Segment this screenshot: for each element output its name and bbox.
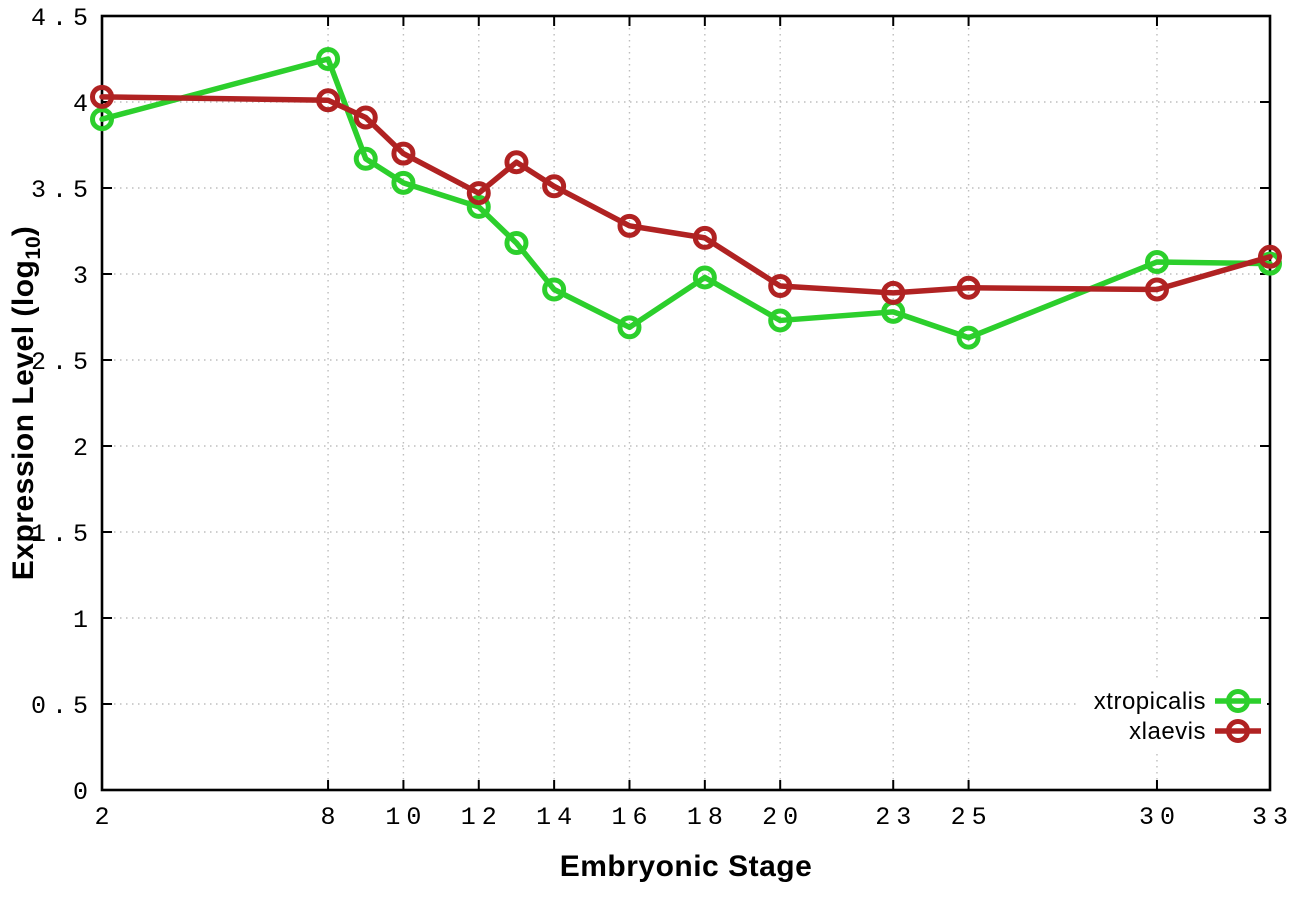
y-axis-title-subscript: 10 (22, 236, 45, 260)
data-point-xtropicalis (617, 315, 642, 340)
y-tick-label: 3.5 (31, 176, 94, 205)
y-tick-label: 0 (73, 778, 94, 807)
data-point-xlaevis (1144, 277, 1169, 302)
x-tick-label: 30 (1139, 803, 1181, 832)
data-point-xlaevis (316, 88, 341, 113)
y-tick-label: 1 (73, 606, 94, 635)
data-point-xlaevis (617, 213, 642, 238)
legend-marker-xtropicalis (1226, 689, 1250, 713)
y-axis-title-text: Expression Level (log (7, 259, 40, 581)
data-point-xlaevis (353, 105, 378, 130)
data-point-xlaevis (391, 141, 416, 166)
x-tick-label: 14 (536, 803, 578, 832)
x-tick-label: 10 (385, 803, 427, 832)
data-point-xtropicalis (1144, 249, 1169, 274)
y-tick-label: 4.5 (31, 4, 94, 33)
x-tick-label: 20 (762, 803, 804, 832)
data-point-xlaevis (692, 225, 717, 250)
data-point-xtropicalis (90, 107, 114, 132)
data-point-xtropicalis (316, 47, 341, 71)
y-tick-label: 1.5 (31, 520, 94, 549)
data-point-xlaevis (542, 174, 567, 199)
x-tick-label: 33 (1252, 803, 1294, 832)
x-tick-label: 8 (321, 803, 342, 832)
x-tick-label: 23 (875, 803, 917, 832)
y-tick-label: 2 (73, 434, 94, 463)
y-axis-title: Expression Level (log10) (2, 153, 46, 653)
legend-marker-xlaevis (1226, 719, 1250, 743)
x-axis-title: Embryonic Stage (559, 850, 813, 883)
x-tick-label: 18 (687, 803, 729, 832)
legend-label-xtropicalis: xtropicalis (1094, 688, 1206, 715)
y-tick-label: 3 (73, 262, 94, 291)
y-tick-label: 4 (73, 90, 94, 119)
data-point-xlaevis (1258, 244, 1282, 269)
y-tick-label: 2.5 (31, 348, 94, 377)
legend-label-xlaevis: xlaevis (1129, 718, 1206, 745)
series-line-xlaevis (99, 94, 1273, 296)
data-point-xtropicalis (504, 231, 529, 256)
data-point-xtropicalis (353, 146, 378, 171)
data-point-xtropicalis (542, 277, 567, 302)
x-tick-label: 12 (461, 803, 503, 832)
data-point-xlaevis (956, 275, 981, 300)
x-tick-label: 2 (94, 803, 115, 832)
data-point-xlaevis (504, 150, 529, 175)
data-point-xlaevis (90, 84, 114, 109)
data-point-xtropicalis (768, 308, 793, 333)
x-tick-label: 25 (951, 803, 993, 832)
data-point-xtropicalis (466, 194, 491, 219)
data-point-xtropicalis (692, 265, 717, 290)
y-tick-label: 0.5 (31, 692, 94, 721)
data-point-xlaevis (466, 181, 491, 206)
data-point-xlaevis (881, 280, 906, 305)
y-axis-title-close: ) (7, 225, 40, 237)
x-tick-label: 16 (611, 803, 653, 832)
data-point-xtropicalis (391, 170, 416, 195)
data-point-xlaevis (768, 274, 793, 299)
data-point-xtropicalis (956, 325, 981, 350)
plot-border (100, 14, 1272, 792)
